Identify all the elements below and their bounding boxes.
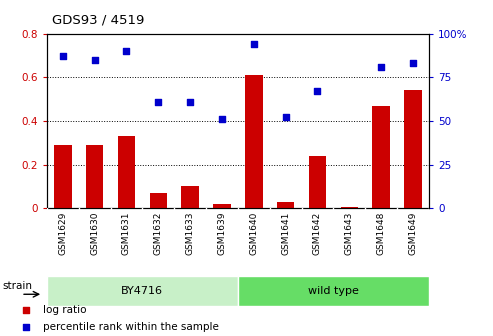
Text: GSM1642: GSM1642 [313, 212, 322, 255]
Point [409, 60, 417, 66]
Text: GSM1639: GSM1639 [217, 212, 226, 255]
Text: BY4716: BY4716 [121, 286, 163, 296]
Text: GSM1630: GSM1630 [90, 212, 99, 255]
Bar [149, 193, 167, 208]
Text: GSM1632: GSM1632 [154, 212, 163, 255]
Point [23, 307, 31, 312]
Text: GSM1629: GSM1629 [58, 212, 67, 255]
Bar [213, 204, 231, 208]
Point [23, 324, 31, 329]
Bar [245, 75, 263, 208]
Text: GDS93 / 4519: GDS93 / 4519 [52, 14, 144, 27]
Bar [86, 145, 104, 208]
Point [282, 115, 289, 120]
Bar [238, 276, 429, 306]
Point [250, 41, 258, 47]
Text: GSM1648: GSM1648 [377, 212, 386, 255]
Point [314, 89, 321, 94]
Text: wild type: wild type [308, 286, 359, 296]
Bar [118, 136, 135, 208]
Point [154, 99, 162, 104]
Bar [277, 202, 294, 208]
Bar [181, 186, 199, 208]
Point [91, 57, 99, 62]
Bar [372, 106, 390, 208]
Point [186, 99, 194, 104]
Text: GSM1631: GSM1631 [122, 212, 131, 255]
Text: log ratio: log ratio [42, 305, 86, 315]
Point [122, 48, 130, 54]
Text: strain: strain [2, 281, 33, 291]
Bar [309, 156, 326, 208]
Point [59, 54, 67, 59]
Point [377, 64, 385, 70]
Bar [341, 207, 358, 208]
Text: percentile rank within the sample: percentile rank within the sample [42, 322, 218, 332]
Text: GSM1641: GSM1641 [281, 212, 290, 255]
Bar [54, 145, 71, 208]
Text: GSM1649: GSM1649 [409, 212, 418, 255]
Bar [404, 90, 422, 208]
Text: GSM1643: GSM1643 [345, 212, 354, 255]
Text: GSM1640: GSM1640 [249, 212, 258, 255]
Bar [47, 276, 238, 306]
Text: GSM1633: GSM1633 [185, 212, 195, 255]
Point [218, 117, 226, 122]
